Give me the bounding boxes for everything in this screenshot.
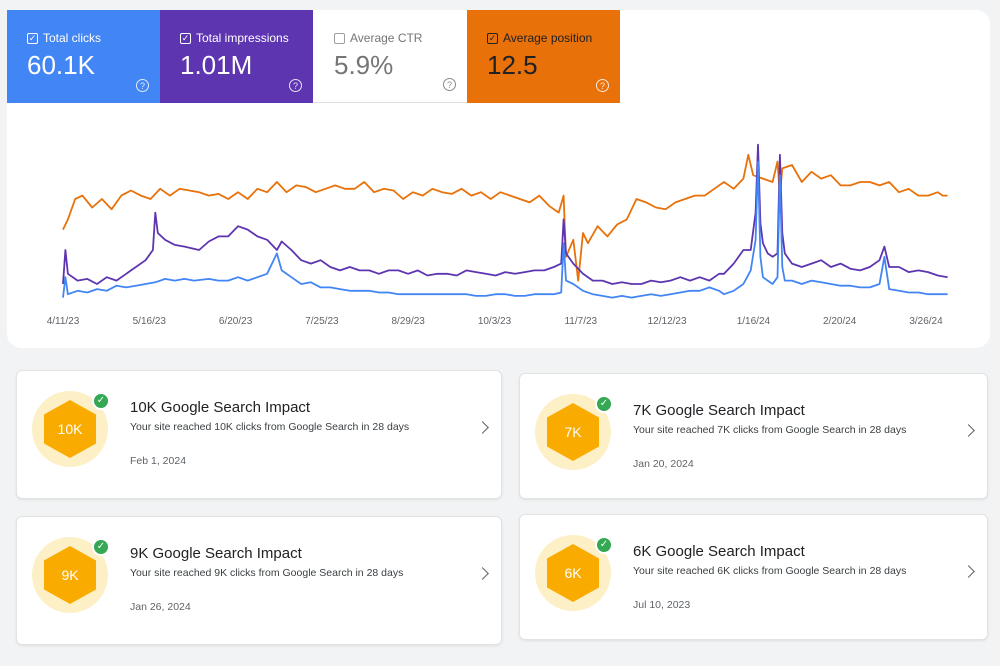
achievement-title: 6K Google Search Impact [633,543,805,560]
checkbox-checked-icon[interactable]: ✓ [487,32,498,44]
achievement-badge: 10K ✓ [32,391,110,467]
help-icon[interactable]: ? [136,79,149,92]
metric-total-impressions-text: Total impressions [196,31,289,45]
metric-total-impressions-value: 1.01M [180,50,253,80]
series-line-clicks [62,160,948,299]
achievement-date: Jul 10, 2023 [633,599,691,611]
x-tick-label: 7/25/23 [305,316,339,327]
hexagon-badge-icon: 9K [44,546,96,604]
series-line-impressions [62,143,948,285]
chart-x-axis: 4/11/23 5/16/23 6/20/23 7/25/23 8/29/23 10/3/… [47,316,943,327]
hexagon-badge-icon: 10K [44,400,96,458]
metric-total-clicks-text: Total clicks [43,31,102,45]
metric-total-clicks-label: ✓ Total clicks [27,31,101,45]
x-tick-label: 1/16/24 [737,316,771,327]
x-tick-label: 11/7/23 [564,316,597,327]
help-icon[interactable]: ? [443,78,456,91]
checkbox-unchecked-icon[interactable] [334,32,345,44]
achievement-description: Your site reached 9K clicks from Google … [130,567,404,579]
x-tick-label: 4/11/23 [47,316,80,327]
achievement-title: 10K Google Search Impact [130,399,311,416]
x-tick-label: 6/20/23 [219,316,253,327]
achievement-title: 7K Google Search Impact [633,402,805,419]
achievement-date: Jan 20, 2024 [633,458,694,470]
achievement-card-6k[interactable]: 6K ✓ 6K Google Search Impact Your site r… [519,514,988,640]
metric-average-ctr-label: Average CTR [334,31,422,45]
metric-total-impressions-label: ✓ Total impressions [180,31,289,45]
metric-average-position-label: ✓ Average position [487,31,592,45]
chevron-right-icon[interactable] [962,424,975,437]
x-tick-label: 12/12/23 [648,316,687,327]
performance-card: ✓ Total clicks 60.1K ? ✓ Total impressio… [7,10,990,348]
chevron-right-icon[interactable] [476,567,489,580]
achievement-card-10k[interactable]: 10K ✓ 10K Google Search Impact Your site… [16,370,502,499]
achievement-card-7k[interactable]: 7K ✓ 7K Google Search Impact Your site r… [519,373,988,499]
achievement-title: 9K Google Search Impact [130,545,302,562]
achievement-description: Your site reached 7K clicks from Google … [633,424,907,436]
achievement-description: Your site reached 6K clicks from Google … [633,565,907,577]
checkbox-checked-icon[interactable]: ✓ [27,32,38,44]
metric-average-ctr[interactable]: Average CTR 5.9% ? [314,10,467,103]
achievement-badge: 6K ✓ [535,535,613,611]
chevron-right-icon[interactable] [962,565,975,578]
achievement-card-9k[interactable]: 9K ✓ 9K Google Search Impact Your site r… [16,516,502,645]
x-tick-label: 2/20/24 [823,316,857,327]
achievement-date: Jan 26, 2024 [130,601,191,613]
performance-chart: 4/11/23 5/16/23 6/20/23 7/25/23 8/29/23 10/3/… [47,143,948,327]
achievement-badge: 7K ✓ [535,394,613,470]
metric-total-clicks[interactable]: ✓ Total clicks 60.1K ? [7,10,160,103]
chevron-right-icon[interactable] [476,421,489,434]
x-tick-label: 5/16/23 [133,316,167,327]
achievement-description: Your site reached 10K clicks from Google… [130,421,410,433]
check-circle-icon: ✓ [92,392,110,410]
x-tick-label: 3/26/24 [909,316,943,327]
x-tick-label: 8/29/23 [392,316,426,327]
metric-total-clicks-value: 60.1K [27,50,95,80]
achievement-badge: 9K ✓ [32,537,110,613]
help-icon[interactable]: ? [289,79,302,92]
checkbox-checked-icon[interactable]: ✓ [180,32,191,44]
help-icon[interactable]: ? [596,79,609,92]
hexagon-badge-icon: 6K [547,544,599,602]
achievement-date: Feb 1, 2024 [130,455,187,467]
check-circle-icon: ✓ [595,536,613,554]
x-tick-label: 10/3/23 [478,316,512,327]
hexagon-badge-icon: 7K [547,403,599,461]
series-line-position [62,153,948,282]
check-circle-icon: ✓ [595,395,613,413]
metric-average-position[interactable]: ✓ Average position 12.5 ? [467,10,620,103]
metric-total-impressions[interactable]: ✓ Total impressions 1.01M ? [160,10,313,103]
metric-average-position-text: Average position [503,31,593,45]
check-circle-icon: ✓ [92,538,110,556]
metric-average-ctr-value: 5.9% [334,50,394,80]
metric-average-position-value: 12.5 [487,50,538,80]
metric-average-ctr-text: Average CTR [350,31,423,45]
chart-series-layer [62,143,948,299]
